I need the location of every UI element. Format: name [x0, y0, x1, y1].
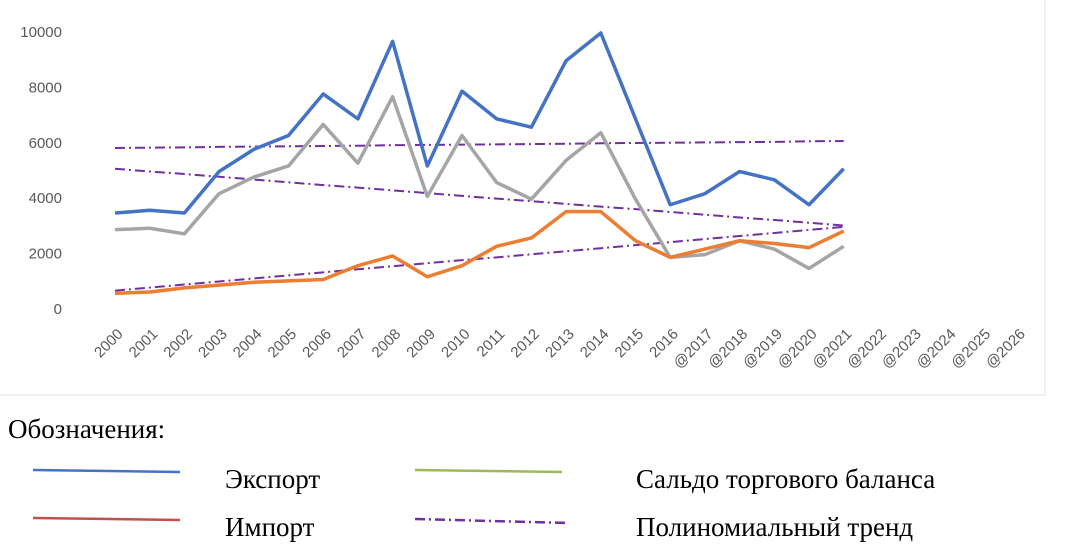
x-tick-label: 2013 — [542, 326, 578, 362]
legend-swatch — [414, 517, 569, 525]
legend-swatch — [32, 468, 181, 474]
y-tick-label: 8000 — [29, 79, 62, 96]
legend-label: Экспорт — [225, 464, 320, 494]
x-tick-label: 2005 — [265, 326, 301, 362]
legend-swatch — [32, 516, 181, 522]
x-tick-label: 2014 — [577, 326, 613, 362]
x-tick-label: 2003 — [195, 326, 231, 362]
x-tick-label: 2001 — [126, 326, 162, 362]
y-tick-label: 2000 — [29, 246, 62, 263]
trend-line — [114, 167, 844, 227]
x-tick-label: 2010 — [438, 326, 474, 362]
trend-line — [114, 140, 844, 149]
y-tick-label: 10000 — [20, 24, 62, 41]
y-tick-label: 0 — [54, 301, 62, 318]
x-tick-label: 2006 — [299, 326, 335, 362]
x-tick-label: 2000 — [91, 326, 127, 362]
x-tick-label: 2012 — [507, 326, 543, 362]
series-line — [114, 209, 845, 296]
series-line — [114, 31, 845, 215]
trend-line — [114, 225, 844, 292]
legend-label: Сальдо торгового баланса — [636, 464, 935, 494]
x-tick-label: 2015 — [612, 326, 648, 362]
x-tick-label: 2002 — [160, 326, 196, 362]
legend-swatch — [414, 468, 563, 474]
x-tick-label: 2011 — [473, 326, 508, 361]
x-tick-label: 2008 — [369, 326, 405, 362]
y-tick-label: 6000 — [29, 135, 62, 152]
legend-title: Обозначения: — [8, 414, 165, 444]
legend-label: Импорт — [225, 512, 315, 542]
x-tick-label: 2007 — [334, 326, 370, 362]
x-tick-label: @2026 — [982, 326, 1028, 372]
series-line — [114, 94, 845, 271]
x-tick-label: 2004 — [230, 326, 266, 362]
y-tick-label: 4000 — [29, 190, 62, 207]
legend-label: Полиномиальный тренд — [636, 512, 913, 542]
x-tick-label: 2009 — [403, 326, 439, 362]
